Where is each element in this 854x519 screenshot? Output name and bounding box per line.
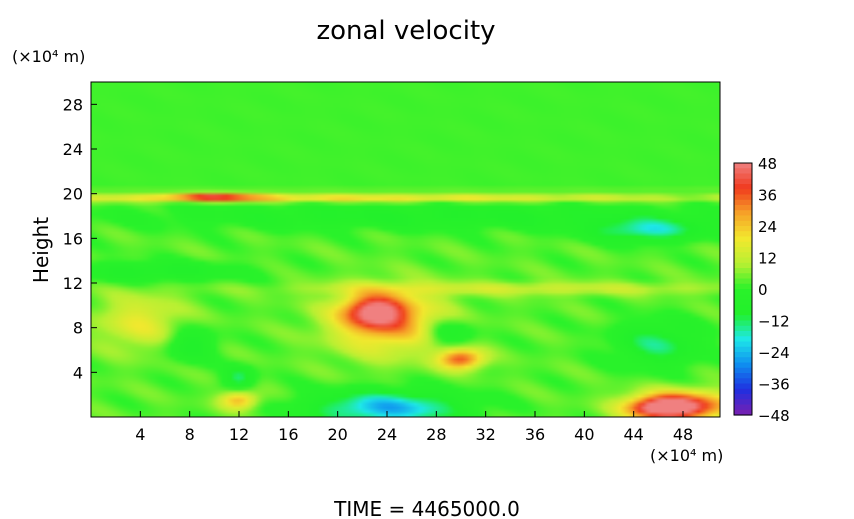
colorbar-label: −48: [758, 407, 790, 425]
colorbar-swatch: [734, 236, 752, 243]
y-tick-label: 16: [63, 229, 83, 248]
y-tick-label: 12: [63, 274, 83, 293]
colorbar-swatch: [734, 189, 752, 196]
x-tick-label: 48: [673, 425, 693, 444]
colorbar-swatch: [734, 346, 752, 353]
colorbar-swatch: [734, 257, 752, 264]
y-axis-unit-label: (×10⁴ m): [12, 47, 85, 66]
colorbar-swatch: [734, 383, 752, 390]
colorbar: 48 36 24 12 0 −12 −24 −36 −48: [733, 155, 790, 425]
colorbar-swatch: [734, 289, 752, 295]
colorbar-swatch: [734, 220, 752, 227]
y-axis-label: Height: [29, 217, 53, 283]
colorbar-swatch: [734, 226, 752, 232]
colorbar-frame: [733, 162, 753, 416]
colorbar-swatch: [734, 173, 752, 180]
colorbar-swatch: [734, 273, 752, 280]
x-tick-label: 32: [475, 425, 495, 444]
colorbar-swatch: [734, 178, 752, 185]
colorbar-swatch: [734, 262, 752, 269]
colorbar-label: −12: [758, 313, 790, 331]
colorbar-swatch: [734, 320, 752, 327]
x-tick-label: 44: [623, 425, 643, 444]
colorbar-swatch: [734, 205, 752, 211]
y-tick-label: 20: [63, 185, 83, 204]
colorbar-swatch: [734, 331, 752, 337]
colorbar-swatch: [734, 163, 752, 169]
colorbar-swatch: [734, 399, 752, 406]
colorbar-swatch: [734, 268, 752, 274]
colorbar-swatch: [734, 283, 752, 290]
y-axis-ticks: 4 8 12 16 20 24 28: [63, 95, 97, 382]
x-axis-unit-label: (×10⁴ m): [650, 446, 723, 465]
x-tick-label: 36: [525, 425, 545, 444]
colorbar-swatch: [734, 184, 752, 190]
time-footer: TIME = 4465000.0: [333, 497, 520, 519]
colorbar-swatch: [734, 325, 752, 332]
colorbar-label: −36: [758, 376, 790, 394]
colorbar-swatch: [734, 336, 752, 343]
x-tick-label: 40: [574, 425, 594, 444]
colorbar-swatch: [734, 294, 752, 301]
colorbar-swatch: [734, 373, 752, 379]
y-tick-label: 4: [73, 363, 83, 382]
y-tick-label: 24: [63, 140, 83, 159]
colorbar-label: −24: [758, 344, 790, 362]
y-tick-label: 8: [73, 319, 83, 338]
colorbar-swatch: [734, 199, 752, 206]
colorbar-swatch: [734, 352, 752, 358]
x-tick-label: 28: [426, 425, 446, 444]
colorbar-swatch: [734, 168, 752, 175]
colorbar-swatch: [734, 341, 752, 348]
colorbar-swatch: [734, 241, 752, 248]
colorbar-swatch: [734, 304, 752, 311]
colorbar-swatch: [734, 378, 752, 385]
colorbar-swatch: [734, 247, 752, 253]
colorbar-swatch: [734, 210, 752, 217]
colorbar-label: 36: [758, 187, 777, 205]
colorbar-swatch: [734, 357, 752, 364]
x-tick-label: 12: [229, 425, 249, 444]
colorbar-swatch: [734, 278, 752, 285]
x-axis-ticks: 4 8 12 16 20 24 28 32 36 40 44 48: [135, 411, 693, 444]
colorbar-label: 12: [758, 250, 777, 268]
heatmap-plot-area: [90, 81, 721, 418]
x-tick-label: 4: [135, 425, 145, 444]
chart-title: zonal velocity: [316, 16, 495, 46]
colorbar-swatch: [734, 215, 752, 222]
colorbar-swatch: [734, 315, 752, 322]
colorbar-swatch: [734, 394, 752, 400]
colorbar-swatch: [734, 310, 752, 316]
colorbar-swatch: [734, 194, 752, 201]
colorbar-swatch: [734, 231, 752, 238]
colorbar-label: 48: [758, 155, 777, 173]
colorbar-label: 0: [758, 281, 768, 299]
colorbar-swatch: [734, 367, 752, 374]
colorbar-label: 24: [758, 218, 777, 236]
x-tick-label: 24: [377, 425, 397, 444]
colorbar-swatch: [734, 388, 752, 395]
y-tick-label: 28: [63, 95, 83, 114]
x-tick-label: 16: [278, 425, 298, 444]
x-tick-label: 20: [327, 425, 347, 444]
x-tick-label: 8: [185, 425, 195, 444]
colorbar-swatch: [734, 252, 752, 259]
colorbar-swatch: [734, 409, 752, 416]
heatmap-field: [91, 82, 720, 417]
plot-frame: [90, 81, 721, 418]
colorbar-swatch: [734, 362, 752, 369]
colorbar-swatch: [734, 299, 752, 306]
colorbar-swatch: [734, 404, 752, 411]
